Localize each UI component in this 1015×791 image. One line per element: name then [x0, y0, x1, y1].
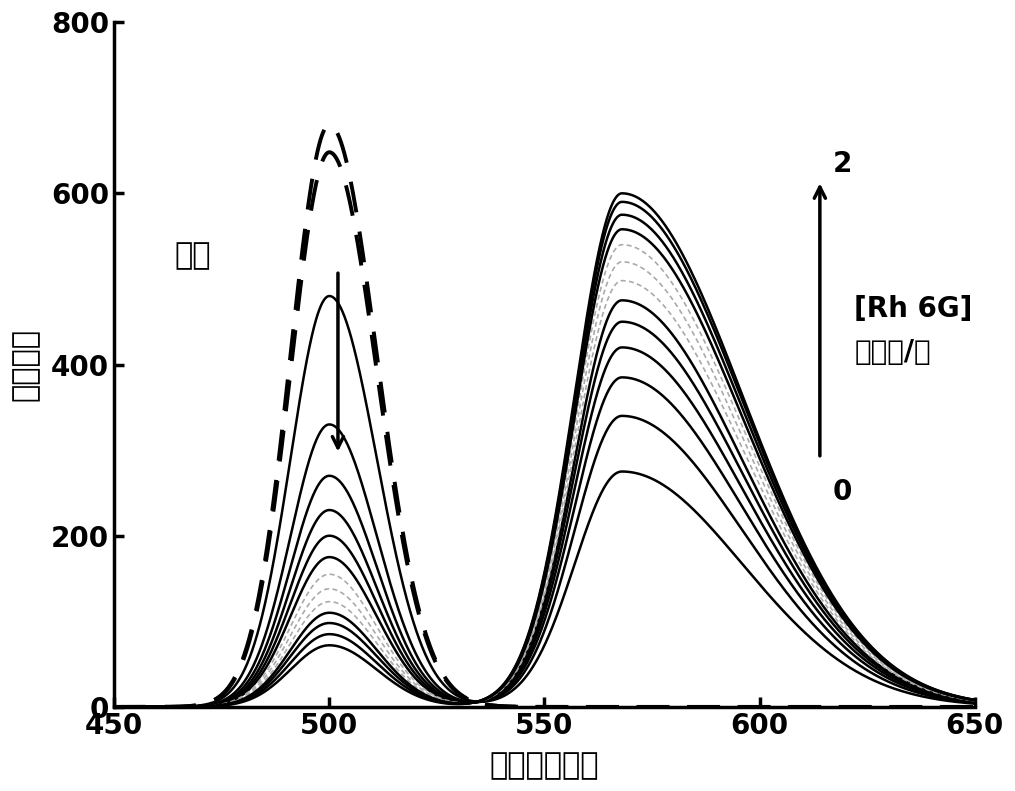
Y-axis label: 荧光强度: 荧光强度: [11, 328, 41, 401]
Text: 纳摩尔/升: 纳摩尔/升: [855, 338, 931, 365]
Text: [Rh 6G]: [Rh 6G]: [855, 295, 972, 323]
X-axis label: 波长（纳米）: 波长（纳米）: [489, 751, 599, 780]
Text: 2: 2: [832, 150, 853, 178]
Text: 0: 0: [832, 478, 853, 505]
Text: 箋灰: 箋灰: [175, 241, 211, 271]
